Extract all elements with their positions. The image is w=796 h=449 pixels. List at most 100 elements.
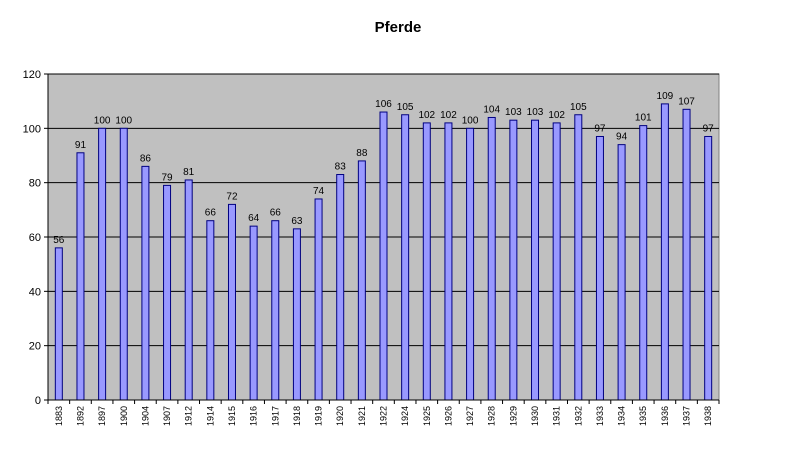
data-label: 105 (570, 102, 587, 113)
x-tick-label: 1914 (205, 406, 215, 426)
bar (98, 127, 107, 401)
bar (704, 135, 713, 401)
x-tick-label: 1924 (400, 406, 410, 426)
data-label: 106 (375, 99, 392, 110)
data-label: 66 (270, 208, 282, 219)
bar (422, 122, 431, 401)
bar (206, 220, 215, 401)
data-label: 104 (483, 104, 500, 115)
x-tick-label: 1926 (443, 406, 453, 426)
x-tick-label: 1921 (357, 406, 367, 426)
y-tick-label: 80 (29, 178, 41, 190)
x-tick-label: 1917 (270, 406, 280, 426)
y-tick-label: 60 (29, 232, 41, 244)
bar (141, 165, 150, 401)
data-label: 100 (115, 115, 132, 126)
bar (76, 152, 85, 401)
data-label: 79 (161, 172, 173, 183)
bar (119, 127, 128, 401)
x-tick-label: 1919 (314, 406, 324, 426)
x-tick-label: 1932 (573, 406, 583, 426)
y-tick-label: 20 (29, 341, 41, 353)
bar (357, 160, 366, 401)
x-tick-label: 1892 (75, 406, 85, 426)
x-tick-label: 1920 (335, 406, 345, 426)
data-label: 109 (657, 91, 674, 102)
data-label: 101 (635, 113, 652, 124)
x-tick-label: 1918 (292, 406, 302, 426)
data-label: 81 (183, 167, 195, 178)
x-tick-label: 1915 (227, 406, 237, 426)
data-label: 63 (291, 216, 303, 227)
x-tick-label: 1935 (638, 406, 648, 426)
y-tick-label: 120 (23, 69, 41, 81)
chart-title: Pferde (374, 19, 422, 36)
x-tick-label: 1904 (140, 406, 150, 426)
data-labels: 56 91 100 100 86 79 81 66 72 64 66 63 74 83 88 106 105 10… (53, 91, 714, 246)
axes: 0 20 40 60 80 100 120 1883 1892 1897 1900 1904 1907 1… (23, 69, 720, 426)
data-label: 100 (462, 115, 479, 126)
x-tick-label: 1900 (119, 406, 129, 426)
bars (54, 103, 713, 401)
data-label: 64 (248, 213, 260, 224)
bar (444, 122, 453, 401)
bar (531, 119, 540, 401)
bar (552, 122, 561, 401)
bar (487, 116, 496, 401)
data-label: 74 (313, 186, 325, 197)
data-label: 102 (418, 110, 435, 121)
data-label: 103 (527, 107, 544, 118)
y-tick-label: 100 (23, 123, 41, 135)
x-tick-label: 1922 (379, 406, 389, 426)
data-label: 105 (397, 102, 414, 113)
bar (163, 184, 172, 401)
x-tick-label: 1928 (487, 406, 497, 426)
bar (54, 247, 63, 401)
x-tick-label: 1933 (595, 406, 605, 426)
data-label: 97 (594, 123, 606, 134)
x-tick-label: 1937 (682, 406, 692, 426)
bar (595, 135, 604, 401)
data-label: 88 (356, 148, 368, 159)
x-tick-label: 1897 (97, 406, 107, 426)
y-tick-label: 0 (35, 395, 41, 407)
data-label: 66 (205, 208, 217, 219)
data-label: 86 (140, 153, 152, 164)
data-label: 103 (505, 107, 522, 118)
x-tick-label: 1929 (508, 406, 518, 426)
x-tick-label: 1925 (422, 406, 432, 426)
x-tick-label: 1927 (465, 406, 475, 426)
x-tick-label: 1936 (660, 406, 670, 426)
data-label: 102 (440, 110, 457, 121)
bar (336, 174, 345, 401)
bar (660, 103, 669, 401)
bar (509, 119, 518, 401)
bar (271, 220, 280, 401)
bar (227, 203, 236, 401)
data-label: 97 (703, 123, 715, 134)
bar (682, 108, 691, 401)
data-label: 94 (616, 132, 628, 143)
bar (249, 225, 258, 401)
bar (292, 228, 301, 401)
bar (184, 179, 193, 401)
data-label: 102 (548, 110, 565, 121)
data-label: 91 (75, 140, 87, 151)
data-label: 83 (335, 162, 347, 173)
bar (639, 125, 648, 401)
x-tick-label: 1907 (162, 406, 172, 426)
bar (574, 114, 583, 401)
bar (617, 144, 626, 401)
x-tick-label: 1934 (617, 406, 627, 426)
data-label: 56 (53, 235, 65, 246)
bar (379, 111, 388, 401)
data-label: 107 (678, 96, 695, 107)
x-tick-label: 1883 (54, 406, 64, 426)
x-tick-label: 1930 (530, 406, 540, 426)
x-tick-label: 1931 (552, 406, 562, 426)
x-tick-label: 1916 (249, 406, 259, 426)
data-label: 72 (226, 191, 238, 202)
data-label: 100 (94, 115, 111, 126)
y-tick-label: 40 (29, 286, 41, 298)
bar (401, 114, 410, 401)
